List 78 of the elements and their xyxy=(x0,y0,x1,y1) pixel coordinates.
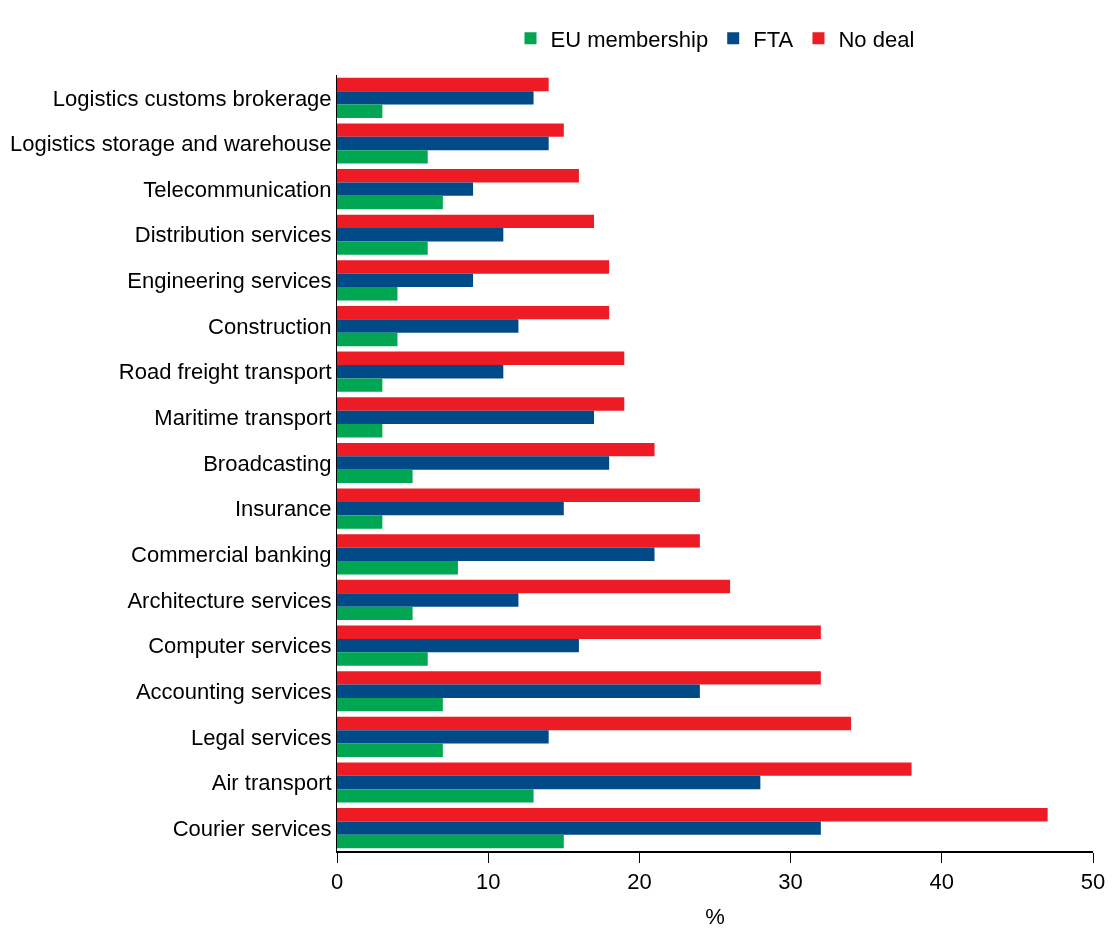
x-tick-label: 30 xyxy=(778,869,803,895)
bar xyxy=(337,228,504,242)
x-tick-label: 20 xyxy=(627,869,652,895)
y-tick-label: Telecommunication xyxy=(143,176,332,202)
x-tick-label: 0 xyxy=(330,869,344,895)
bar xyxy=(337,515,383,529)
bar xyxy=(337,547,655,561)
bar xyxy=(337,410,595,425)
y-tick-label: Road freight transport xyxy=(118,359,332,385)
y-tick-label: Distribution services xyxy=(134,222,332,248)
y-tick-label: Legal services xyxy=(190,724,332,750)
bar xyxy=(337,123,564,137)
bar xyxy=(337,730,549,744)
bar xyxy=(337,775,761,790)
bar xyxy=(337,716,852,731)
bar xyxy=(337,652,428,666)
bar xyxy=(337,136,549,151)
bar xyxy=(337,808,1048,822)
bar xyxy=(337,195,443,210)
bar xyxy=(337,579,731,594)
bar xyxy=(337,332,398,347)
bar xyxy=(337,821,821,835)
bar xyxy=(337,606,413,621)
bar xyxy=(337,442,655,457)
bar xyxy=(337,834,564,849)
bar xyxy=(337,287,398,301)
bar xyxy=(337,77,549,92)
bar xyxy=(337,91,534,105)
bar xyxy=(337,351,625,366)
bar xyxy=(337,456,610,470)
y-tick-label: Architecture services xyxy=(127,587,332,613)
bar xyxy=(337,638,579,653)
y-tick-label: Construction xyxy=(208,313,332,339)
bar xyxy=(337,104,383,118)
legend-label: No deal xyxy=(838,26,915,52)
bar xyxy=(337,150,428,164)
y-tick-label: Air transport xyxy=(211,770,332,796)
y-tick-label: Logistics customs brokerage xyxy=(52,85,332,111)
bar xyxy=(337,743,443,757)
y-tick-label: Engineering services xyxy=(127,268,332,294)
y-tick-label: Computer services xyxy=(148,633,332,659)
bar xyxy=(337,273,474,288)
x-tick-label: 50 xyxy=(1080,869,1106,895)
bar xyxy=(337,169,579,183)
bar xyxy=(337,488,700,502)
y-tick-label: Insurance xyxy=(234,496,332,522)
bar xyxy=(337,534,700,548)
bar xyxy=(337,378,383,392)
y-tick-label: Broadcasting xyxy=(203,450,332,476)
y-tick-label: Accounting services xyxy=(135,678,332,704)
bar xyxy=(337,214,595,229)
bar xyxy=(337,469,413,484)
bar xyxy=(337,365,504,379)
y-tick-label: Maritime transport xyxy=(154,405,332,431)
bar xyxy=(337,260,610,274)
y-tick-label: Logistics storage and warehouse xyxy=(9,131,332,157)
bar xyxy=(337,397,625,411)
legend-label: EU membership xyxy=(550,26,709,52)
bar xyxy=(337,762,912,776)
legend-label: FTA xyxy=(753,26,794,52)
x-tick-label: 10 xyxy=(475,869,501,895)
bar xyxy=(337,241,428,255)
bar xyxy=(337,684,700,698)
y-tick-label: Courier services xyxy=(172,815,332,841)
bar xyxy=(337,501,564,516)
x-tick-label: 40 xyxy=(929,869,955,895)
bar xyxy=(337,697,443,712)
bar xyxy=(337,671,821,685)
x-axis-title: % xyxy=(705,903,725,929)
bar xyxy=(337,789,534,803)
bar xyxy=(337,625,821,639)
bar xyxy=(337,319,519,333)
bar xyxy=(337,305,610,320)
y-tick-label: Commercial banking xyxy=(131,541,332,567)
bar xyxy=(337,593,519,607)
bar xyxy=(337,560,458,575)
bar xyxy=(337,424,383,438)
bar xyxy=(337,182,474,196)
